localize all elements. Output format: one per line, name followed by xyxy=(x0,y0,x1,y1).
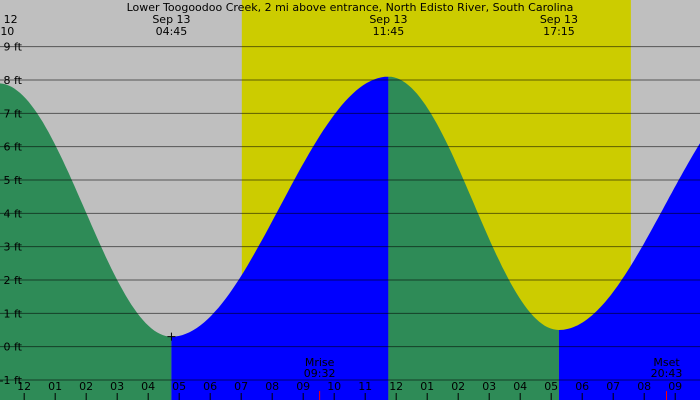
x-tick-label: 01 xyxy=(48,380,62,393)
y-tick-label: 0 ft xyxy=(4,341,23,354)
tide-event-date: Sep 13 xyxy=(540,13,578,26)
y-tick-label: 1 ft xyxy=(4,307,23,320)
x-tick-label: 05 xyxy=(544,380,558,393)
falling-tide-segment xyxy=(0,83,172,400)
tide-event-date: Sep 12 xyxy=(0,13,18,26)
y-tick-label: 4 ft xyxy=(4,207,23,220)
x-tick-label: 05 xyxy=(172,380,186,393)
gridline-layer xyxy=(0,46,700,400)
x-tick-label: 03 xyxy=(110,380,124,393)
x-tick-label: 10 xyxy=(327,380,341,393)
x-tick-label: 06 xyxy=(575,380,589,393)
moon-event-time: 09:32 xyxy=(304,367,336,380)
moon-event-label: Mset xyxy=(653,356,680,369)
tide-event-date: Sep 13 xyxy=(152,13,190,26)
y-tick-label: 9 ft xyxy=(4,41,23,54)
y-tick-label: -1 ft xyxy=(0,374,23,387)
x-tick-label: 07 xyxy=(606,380,620,393)
tide-event-time: 23:10 xyxy=(0,25,14,38)
x-tick-label: 06 xyxy=(203,380,217,393)
x-tick-label: 02 xyxy=(451,380,465,393)
tide-event-date: Sep 13 xyxy=(369,13,407,26)
x-tick-label: 04 xyxy=(141,380,155,393)
tide-event-time: 04:45 xyxy=(156,25,188,38)
y-tick-label: 5 ft xyxy=(4,174,23,187)
x-tick-label: 01 xyxy=(420,380,434,393)
x-tick-label: 12 xyxy=(389,380,403,393)
x-tick-label: 09 xyxy=(668,380,682,393)
low-tide-marker xyxy=(167,332,176,341)
y-tick-label: 7 ft xyxy=(4,107,23,120)
x-tick-label: 03 xyxy=(482,380,496,393)
y-tick-label: 6 ft xyxy=(4,141,23,154)
tide-event-time: 17:15 xyxy=(543,25,575,38)
x-tick-label: 07 xyxy=(234,380,248,393)
chart-title: Lower Toogoodoo Creek, 2 mi above entran… xyxy=(127,1,574,14)
moon-event-label: Mrise xyxy=(305,356,335,369)
y-tick-label: 3 ft xyxy=(4,241,23,254)
x-tick-label: 08 xyxy=(637,380,651,393)
rising-tide-segment xyxy=(171,76,389,400)
x-tick-label: 08 xyxy=(265,380,279,393)
falling-tide-segment xyxy=(388,76,559,400)
tide-area-layer xyxy=(0,76,700,400)
x-tick-label: 12 xyxy=(17,380,31,393)
label-layer: 9 ft 8 ft 7 ft 6 ft 5 ft 4 ft 3 ft 2 ft 1 ft 0 ft… xyxy=(0,1,682,393)
x-tick-label: 11 xyxy=(358,380,372,393)
y-tick-label: 2 ft xyxy=(4,274,23,287)
moon-event-time: 20:43 xyxy=(651,367,683,380)
y-tick-label: 8 ft xyxy=(4,74,23,87)
x-tick-label: 09 xyxy=(296,380,310,393)
x-tick-label: 02 xyxy=(79,380,93,393)
tide-event-time: 11:45 xyxy=(373,25,405,38)
x-tick-label: 04 xyxy=(513,380,527,393)
rising-tide-segment xyxy=(558,143,700,400)
